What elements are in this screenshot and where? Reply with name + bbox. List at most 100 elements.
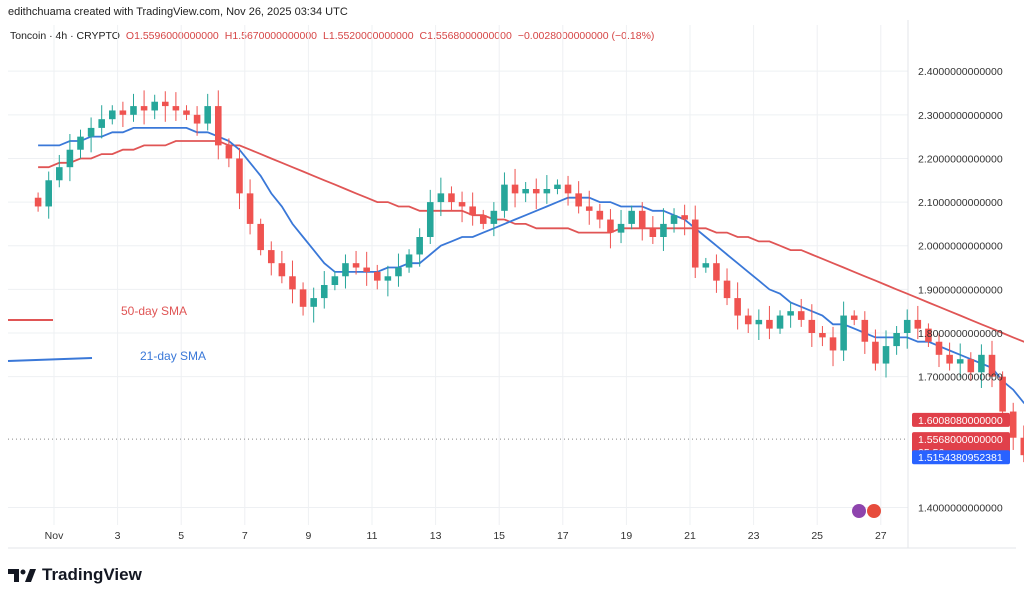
close-value: C1.5568000000000 bbox=[419, 30, 512, 42]
candle-body bbox=[575, 193, 582, 207]
flag-icon bbox=[867, 504, 881, 518]
brand-name: TradingView bbox=[42, 565, 142, 584]
event-icon bbox=[852, 504, 866, 518]
grid-lines bbox=[8, 20, 1016, 549]
candle-body bbox=[183, 110, 190, 115]
tradingview-brand[interactable]: TradingView bbox=[8, 565, 142, 585]
candle-body bbox=[628, 210, 635, 224]
change-value: −0.0028000000000 (−0.18%) bbox=[517, 30, 655, 42]
y-tick-label: 2.1000000000000 bbox=[918, 197, 1003, 209]
candle-body bbox=[395, 267, 402, 277]
candle-body bbox=[278, 263, 286, 277]
open-value: O1.5596000000000 bbox=[125, 30, 219, 42]
sma21-path bbox=[38, 127, 1024, 405]
candle-body bbox=[988, 354, 996, 377]
candle-body bbox=[511, 184, 519, 194]
x-tick-label: 15 bbox=[493, 530, 505, 542]
candle-body bbox=[819, 333, 826, 338]
candle-body bbox=[267, 250, 275, 264]
candle-body bbox=[797, 311, 805, 320]
y-tick-label: 1.9000000000000 bbox=[918, 284, 1003, 296]
candle-body bbox=[617, 223, 625, 233]
x-tick-label: 9 bbox=[305, 530, 311, 542]
candle-body bbox=[87, 127, 95, 137]
x-tick-label: 27 bbox=[875, 530, 887, 542]
candle-body bbox=[479, 215, 487, 224]
candle-body bbox=[162, 101, 169, 107]
sma21-legend-line bbox=[7, 357, 93, 362]
candle-body bbox=[1020, 437, 1024, 456]
candle-body bbox=[289, 276, 296, 290]
low-value: L1.5520000000000 bbox=[323, 30, 414, 42]
candle-body bbox=[723, 280, 731, 299]
candle-body bbox=[66, 149, 74, 168]
candle-body bbox=[299, 289, 307, 307]
candle-body bbox=[437, 193, 445, 203]
candle-body bbox=[596, 210, 604, 220]
candles-group bbox=[34, 90, 1024, 463]
candle-body bbox=[776, 315, 784, 329]
candle-body bbox=[373, 271, 381, 281]
y-tick-label: 1.8000000000000 bbox=[918, 328, 1003, 340]
candle-body bbox=[352, 263, 360, 268]
candle-body bbox=[649, 228, 657, 237]
candle-body bbox=[755, 319, 763, 325]
candle-body bbox=[384, 276, 392, 281]
y-axis: 2.4000000000000 2.3000000000000 2.20000000… bbox=[918, 66, 1003, 514]
candle-body bbox=[342, 263, 349, 277]
candle-body bbox=[893, 333, 900, 347]
sma21-label: 21-day SMA bbox=[140, 349, 206, 363]
candle-body bbox=[946, 354, 953, 364]
candle-body bbox=[691, 219, 699, 268]
x-axis: Nov 3 5 7 9 11 13 15 17 19 21 23 25 27 bbox=[45, 530, 887, 542]
x-tick-label: 13 bbox=[430, 530, 442, 542]
candle-body bbox=[543, 189, 551, 194]
sma50-line bbox=[38, 140, 1024, 343]
tradingview-logo-icon bbox=[8, 569, 36, 582]
candle-body bbox=[882, 346, 890, 364]
candle-body bbox=[236, 158, 243, 194]
candle-body bbox=[554, 184, 561, 189]
candle-body bbox=[140, 106, 148, 111]
candle-body bbox=[532, 189, 540, 194]
sma21-line bbox=[38, 127, 1024, 405]
ohlc-legend: Toncoin · 4h · CRYPTO O1.5596000000000 H… bbox=[10, 30, 654, 42]
candle-body bbox=[45, 180, 52, 207]
sma50-path bbox=[38, 140, 1024, 343]
symbol-label[interactable]: Toncoin · 4h · CRYPTO bbox=[10, 30, 120, 42]
candle-body bbox=[766, 319, 773, 329]
candle-body bbox=[564, 184, 572, 194]
x-tick-label: 11 bbox=[367, 530, 378, 542]
candle-body bbox=[225, 145, 233, 159]
candle-body bbox=[98, 119, 105, 128]
price-tag-box bbox=[912, 450, 1010, 465]
candle-body bbox=[702, 263, 710, 268]
candle-body bbox=[458, 202, 466, 207]
candle-body bbox=[405, 254, 413, 268]
candle-body bbox=[257, 223, 264, 251]
candle-body bbox=[713, 263, 720, 281]
y-tick-label: 2.2000000000000 bbox=[918, 153, 1003, 165]
candle-body bbox=[426, 202, 434, 237]
x-tick-label: Nov bbox=[45, 530, 64, 542]
candle-body bbox=[935, 341, 943, 355]
x-tick-label: 23 bbox=[748, 530, 760, 542]
candle-body bbox=[320, 285, 328, 299]
candle-body bbox=[787, 311, 794, 316]
candle-body bbox=[501, 184, 508, 211]
candle-body bbox=[214, 106, 222, 146]
candle-body bbox=[670, 215, 678, 224]
sma-annotations: 50-day SMA 21-day SMA bbox=[7, 304, 881, 518]
candle-body bbox=[56, 167, 63, 181]
candle-body bbox=[204, 106, 211, 124]
candle-body bbox=[914, 319, 922, 329]
price-tag-label: 1.5568000000000 bbox=[918, 434, 1003, 446]
candle-body bbox=[808, 319, 816, 333]
x-tick-label: 21 bbox=[684, 530, 696, 542]
price-tags: 1.60080800000001.556800000000025:561.515… bbox=[912, 412, 1010, 465]
candle-body bbox=[967, 359, 975, 373]
price-tag-label: 1.6008080000000 bbox=[918, 415, 1003, 427]
candle-body bbox=[416, 237, 423, 255]
candle-body bbox=[109, 110, 116, 120]
